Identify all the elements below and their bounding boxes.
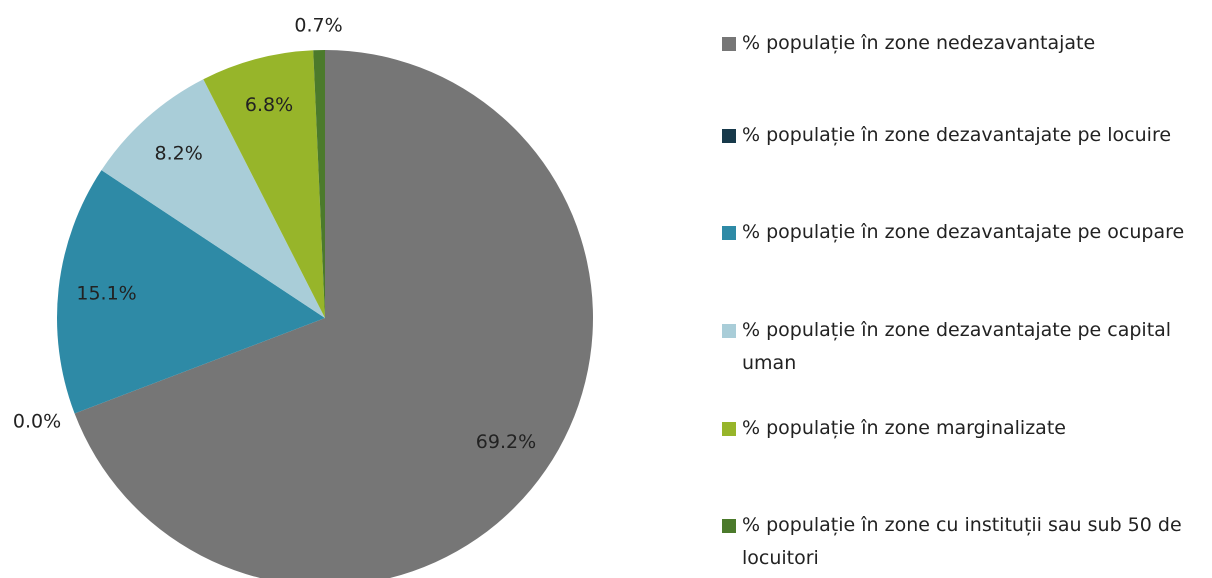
- data-label: 8.2%: [154, 143, 202, 165]
- legend-swatch: [722, 324, 736, 338]
- data-label: 0.7%: [294, 14, 342, 36]
- pie-slice: [313, 50, 325, 318]
- legend-swatch: [722, 37, 736, 51]
- legend-label: % populație în zone dezavantajate pe loc…: [742, 124, 1172, 146]
- pie-slice: [56, 170, 325, 414]
- legend-label: % populație în zone nedezavantajate: [742, 32, 1096, 54]
- data-label: 6.8%: [245, 94, 293, 116]
- legend-item: % populație în zone cu instituții sau su…: [722, 509, 1208, 575]
- pie-slice: [74, 50, 593, 578]
- pie-slice: [101, 79, 325, 318]
- legend-swatch: [722, 422, 736, 436]
- data-label: 15.1%: [76, 282, 136, 304]
- legend-swatch: [722, 226, 736, 240]
- legend-item: % populație în zone dezavantajate pe ocu…: [722, 216, 1208, 249]
- legend-swatch: [722, 519, 736, 533]
- legend-swatch: [722, 129, 736, 143]
- chart: 69.2% 0.0% 15.1% 8.2% 6.8% 0.7%: [13, 14, 593, 578]
- legend-item: % populație în zone marginalizate: [722, 412, 1208, 445]
- data-label: 0.0%: [13, 411, 61, 433]
- legend-item: % populație în zone dezavantajate pe loc…: [722, 119, 1208, 152]
- pie-slice: [203, 50, 325, 318]
- legend-label: % populație în zone dezavantajate pe ocu…: [742, 221, 1185, 243]
- legend-label: % populație în zone marginalizate: [742, 417, 1066, 439]
- legend-label: % populație în zone cu instituții sau su…: [742, 514, 1182, 569]
- legend-label: % populație în zone dezavantajate pe cap…: [742, 319, 1172, 374]
- data-label: 69.2%: [476, 431, 536, 453]
- legend-item: % populație în zone nedezavantajate: [722, 27, 1208, 60]
- legend-item: % populație în zone dezavantajate pe cap…: [722, 314, 1208, 380]
